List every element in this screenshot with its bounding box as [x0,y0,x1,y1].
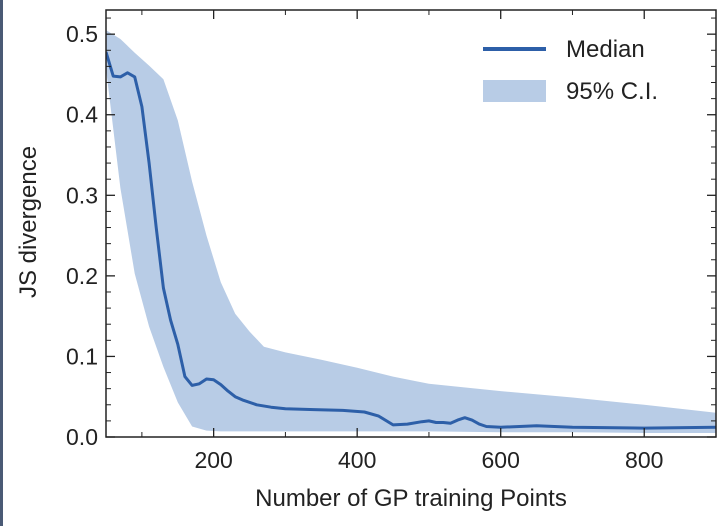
page-left-edge [0,0,3,526]
axes: 200 400 600 800 0.0 0.1 0.2 0.3 0.4 0.5 [66,9,717,473]
x-tick-label: 800 [625,447,663,473]
x-tick-label: 600 [482,447,520,473]
median-line [106,51,716,430]
legend-ci-label: 95% C.I. [566,78,658,105]
plot-frame [105,9,717,438]
x-tick-label: 200 [194,447,232,473]
y-tick-label: 0.2 [66,263,98,289]
y-tick-label: 0.5 [66,21,98,47]
legend-median-label: Median [566,36,645,63]
y-tick-label: 0.1 [66,343,98,369]
y-axis-title: JS divergence [15,146,42,298]
x-axis-title: Number of GP training Points [255,485,567,512]
legend-ci-swatch [483,80,546,102]
x-tick-label: 400 [338,447,376,473]
y-tick-label: 0.0 [66,424,98,450]
y-tick-label: 0.3 [66,182,98,208]
y-tick-label: 0.4 [66,102,98,128]
plot-area [106,30,716,433]
legend: Median 95% C.I. [483,36,658,105]
